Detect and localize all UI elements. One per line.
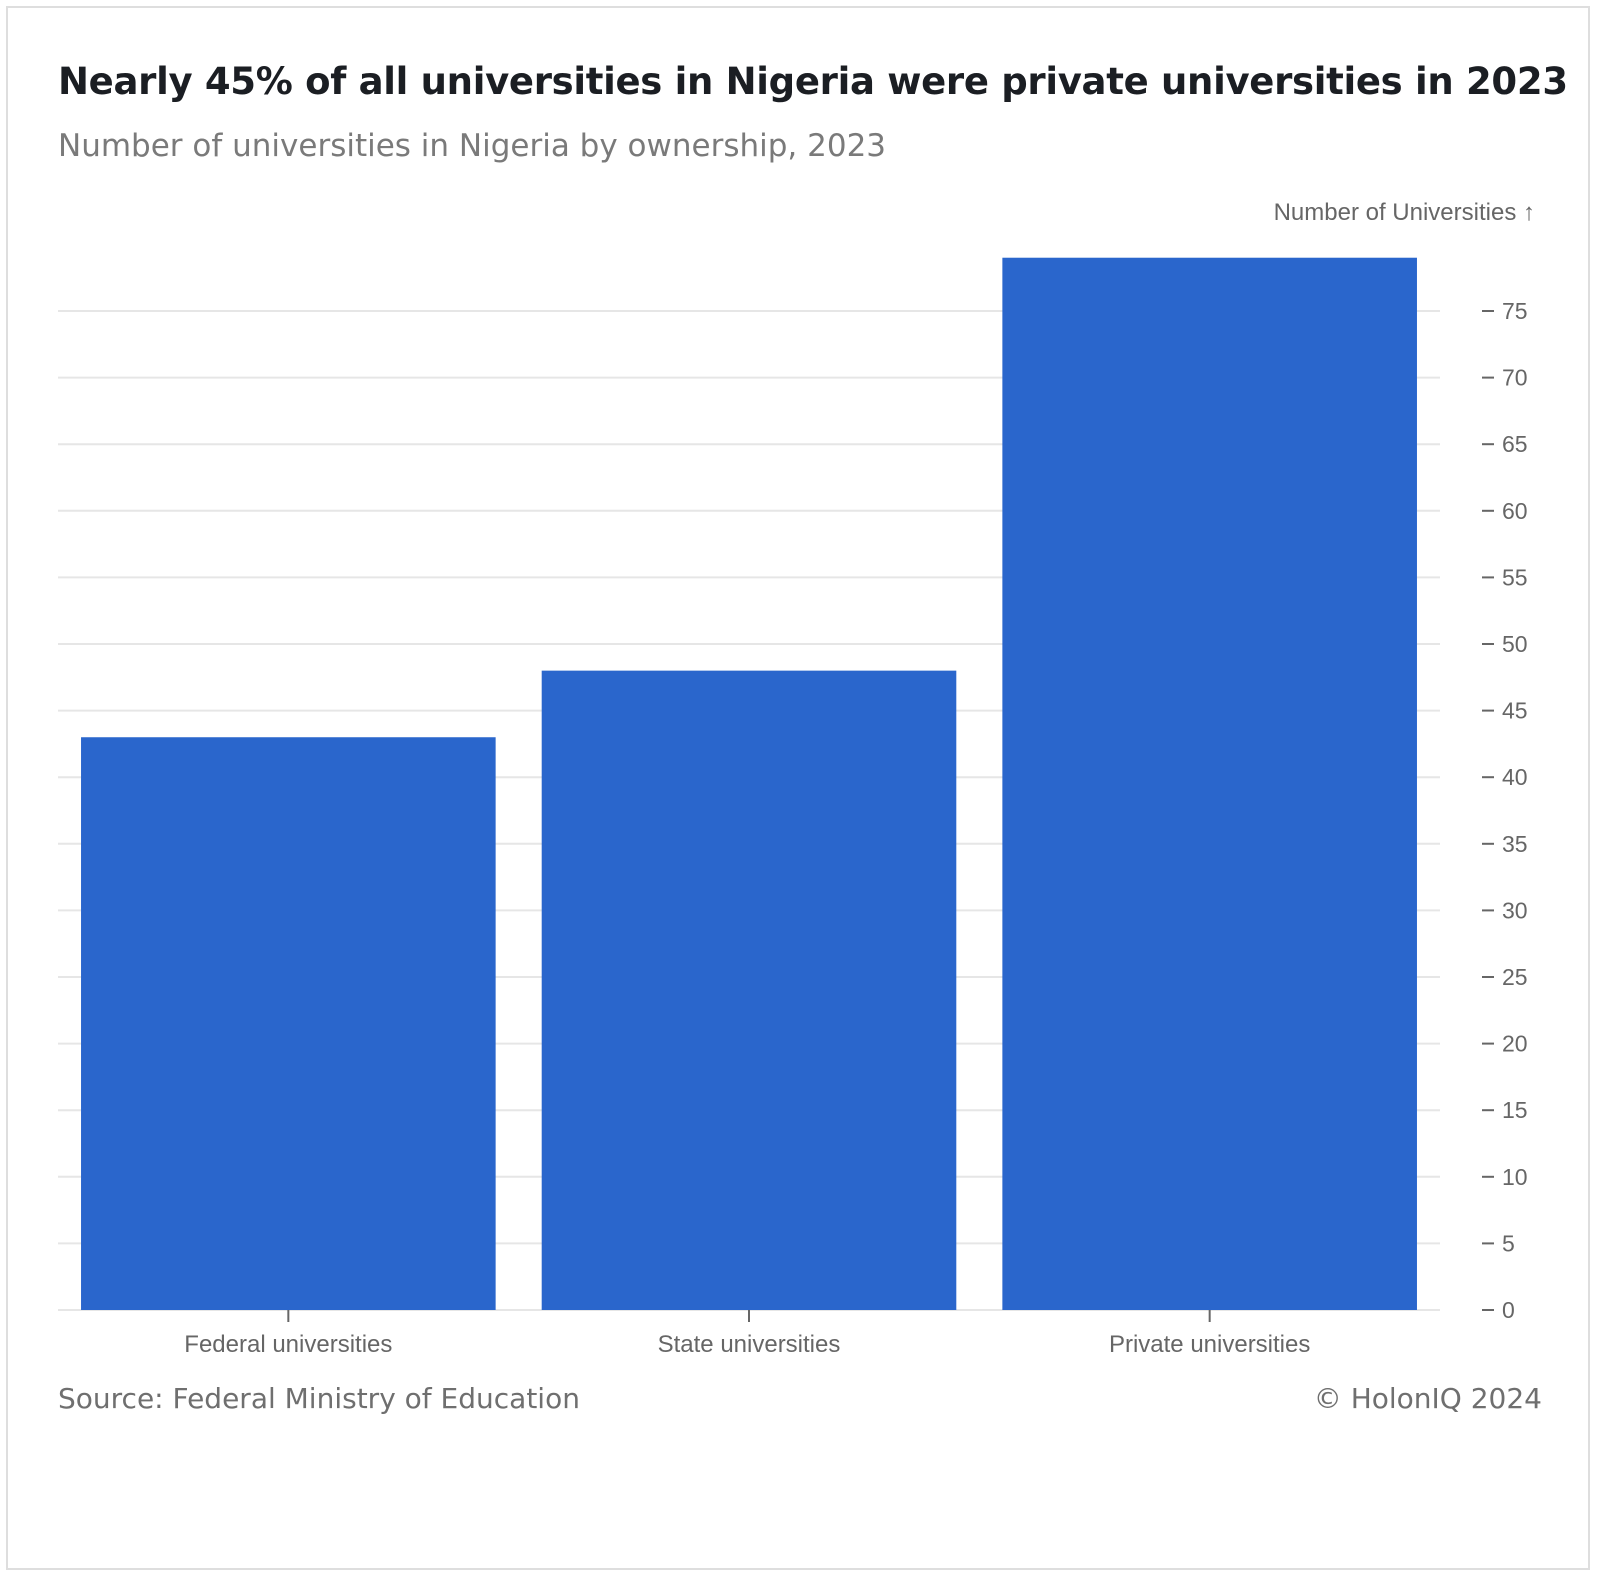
y-tick-label-75: 75 [1502,298,1528,324]
x-tick-label-2: Private universities [1109,1331,1310,1358]
y-tick-label-50: 50 [1502,631,1528,657]
bar-federal-universities [81,737,496,1310]
copyright-note: © HolonIQ 2024 [1313,1382,1542,1415]
x-tick-label-1: State universities [658,1331,841,1358]
y-axis-title: Number of Universities ↑ [1274,199,1535,226]
y-tick-label-5: 5 [1502,1230,1515,1256]
bars [81,257,1417,1311]
y-tick-label-0: 0 [1502,1297,1515,1323]
y-tick-label-15: 15 [1502,1097,1528,1123]
y-tick-label-40: 40 [1502,764,1528,790]
x-tick-label-0: Federal universities [184,1331,392,1358]
y-tick-label-20: 20 [1502,1031,1528,1057]
chart-title: Nearly 45% of all universities in Nigeri… [58,60,1568,103]
y-tick-label-30: 30 [1502,897,1528,923]
y-tick-label-65: 65 [1502,431,1528,457]
source-note: Source: Federal Ministry of Education [58,1382,580,1415]
y-tick-label-55: 55 [1502,564,1528,590]
y-tick-label-70: 70 [1502,365,1528,391]
y-tick-label-60: 60 [1502,498,1528,524]
y-tick-label-25: 25 [1502,964,1528,990]
y-tick-label-35: 35 [1502,831,1528,857]
y-tick-label-45: 45 [1502,698,1528,724]
bar-private-universities [1002,257,1417,1311]
y-tick-label-10: 10 [1502,1164,1528,1190]
chart-subtitle: Number of universities in Nigeria by own… [58,128,887,164]
bar-state-universities [541,670,957,1310]
axes: 0 5 10 15 20 25 30 35 40 45 50 55 60 65 70 75 Number of … [184,199,1535,1358]
